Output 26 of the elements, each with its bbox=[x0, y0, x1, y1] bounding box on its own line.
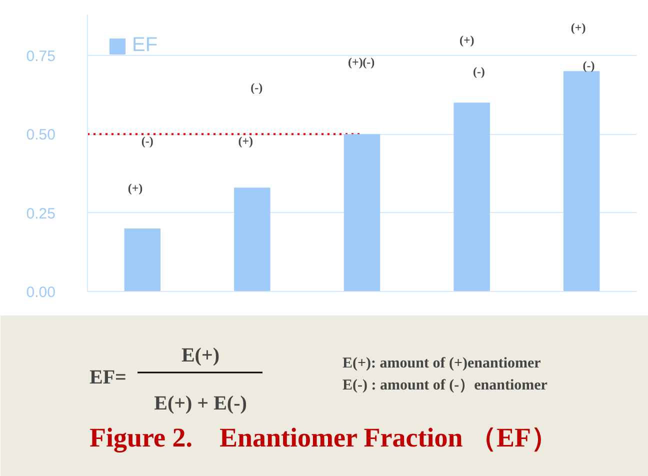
text: E(+) bbox=[181, 344, 220, 366]
text: E(+): amount of (+)enantiomer bbox=[342, 356, 542, 372]
bar bbox=[563, 71, 600, 292]
y-tick-label: 0.25 bbox=[26, 205, 56, 222]
bar bbox=[344, 134, 380, 292]
annotation: (+) bbox=[459, 33, 474, 48]
text: Figure 2. Enantiomer Fraction （EF） bbox=[90, 422, 558, 452]
annotation: (-) bbox=[250, 80, 263, 94]
text: EF= bbox=[90, 366, 126, 388]
text: E(+) + E(-) bbox=[154, 392, 247, 414]
annotation: (+) bbox=[570, 20, 586, 35]
y-tick-label: 0.00 bbox=[26, 284, 56, 301]
bar bbox=[454, 102, 490, 292]
annotation: (+) bbox=[128, 181, 143, 196]
annotation: (-) bbox=[362, 55, 375, 70]
y-tick-label: 0.75 bbox=[26, 48, 56, 65]
annotation: (+) bbox=[348, 55, 363, 70]
legend-label: EF bbox=[132, 34, 158, 57]
y-tick-label: 0.50 bbox=[26, 126, 56, 144]
text: E(-) : amount of (-）enantiomer bbox=[342, 378, 548, 394]
annotation: (+) bbox=[238, 134, 254, 148]
annotation: (-) bbox=[472, 64, 485, 79]
bar bbox=[124, 228, 161, 292]
annotation: (-) bbox=[141, 134, 154, 148]
annotation: (-) bbox=[582, 58, 595, 72]
bar bbox=[234, 188, 270, 292]
